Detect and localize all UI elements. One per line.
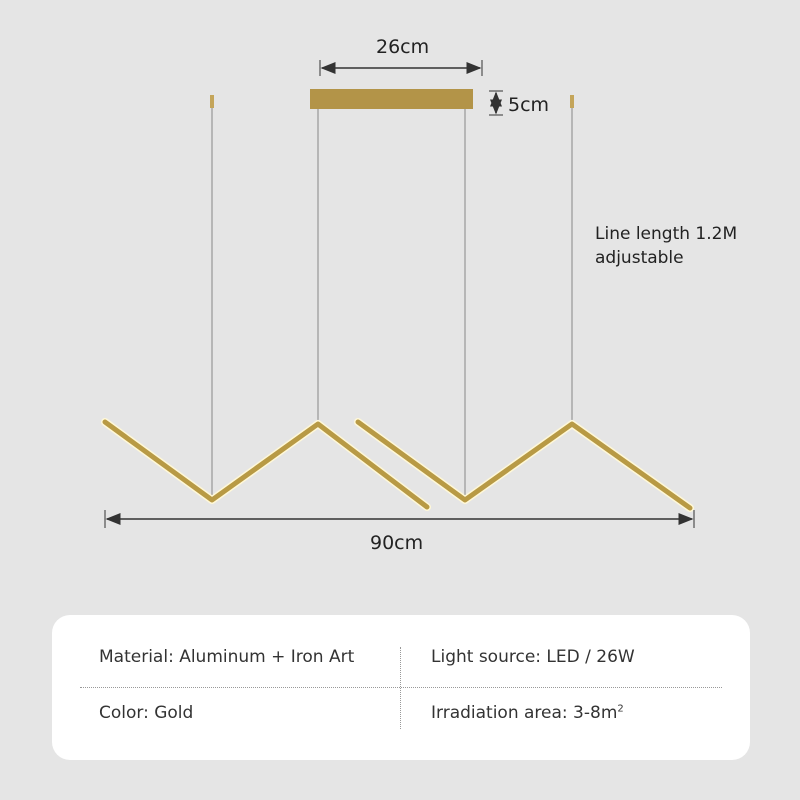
total-width-arrow — [104, 510, 695, 528]
canopy-height-label: 5cm — [508, 94, 550, 116]
ceiling-canopy — [310, 89, 473, 109]
canopy-width-arrow — [319, 60, 483, 76]
irradiation-superscript: 2 — [617, 703, 624, 715]
wire-cap — [570, 95, 574, 108]
spec-card: Material: Aluminum + Iron Art Light sour… — [52, 615, 750, 760]
spec-color: Color: Gold — [99, 703, 194, 723]
canopy-height-arrow — [489, 90, 503, 116]
note-line-1: Line length 1.2M — [595, 224, 738, 244]
spec-light-source: Light source: LED / 26W — [431, 647, 635, 667]
line-length-note: Line length 1.2M adjustable — [595, 222, 737, 270]
suspension-wires — [211, 108, 573, 498]
canopy-width-label: 26cm — [376, 36, 430, 58]
spec-irradiation: Irradiation area: 3-8m2 — [431, 703, 624, 723]
irradiation-text: Irradiation area: 3-8m — [431, 703, 618, 723]
column-divider — [400, 647, 401, 729]
wire-cap — [210, 95, 214, 108]
total-width-label: 90cm — [370, 532, 424, 554]
row-divider — [80, 687, 722, 688]
spec-material: Material: Aluminum + Iron Art — [99, 647, 355, 667]
note-line-2: adjustable — [595, 248, 684, 268]
zigzag-light-bars — [101, 418, 694, 512]
